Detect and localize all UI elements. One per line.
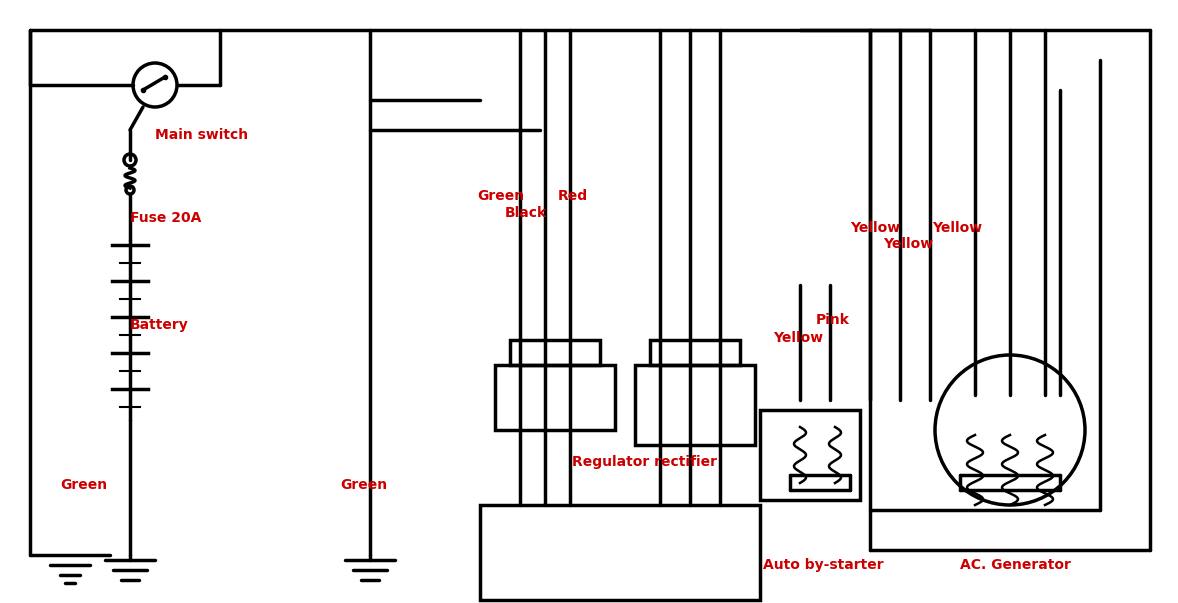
Text: AC. Generator: AC. Generator [960, 558, 1071, 572]
Text: Regulator rectifier: Regulator rectifier [573, 455, 717, 469]
Text: Green: Green [340, 478, 388, 492]
Text: Red: Red [558, 189, 588, 203]
Bar [650, 340, 740, 365]
Text: Yellow: Yellow [773, 331, 823, 345]
Text: Green: Green [60, 478, 107, 492]
Bar [635, 365, 755, 445]
Text: Pink: Pink [816, 313, 849, 327]
Text: Yellow: Yellow [932, 221, 982, 235]
Text: Battery: Battery [130, 318, 188, 332]
Bar [495, 365, 615, 430]
Text: Main switch: Main switch [155, 128, 249, 142]
Text: Fuse 20A: Fuse 20A [130, 211, 201, 225]
Text: Yellow: Yellow [884, 237, 933, 251]
Text: Black: Black [505, 206, 547, 220]
Text: Green: Green [477, 189, 524, 203]
Text: Yellow: Yellow [851, 221, 900, 235]
Text: Auto by-starter: Auto by-starter [763, 558, 884, 572]
Bar [510, 340, 600, 365]
Bar [479, 505, 760, 600]
